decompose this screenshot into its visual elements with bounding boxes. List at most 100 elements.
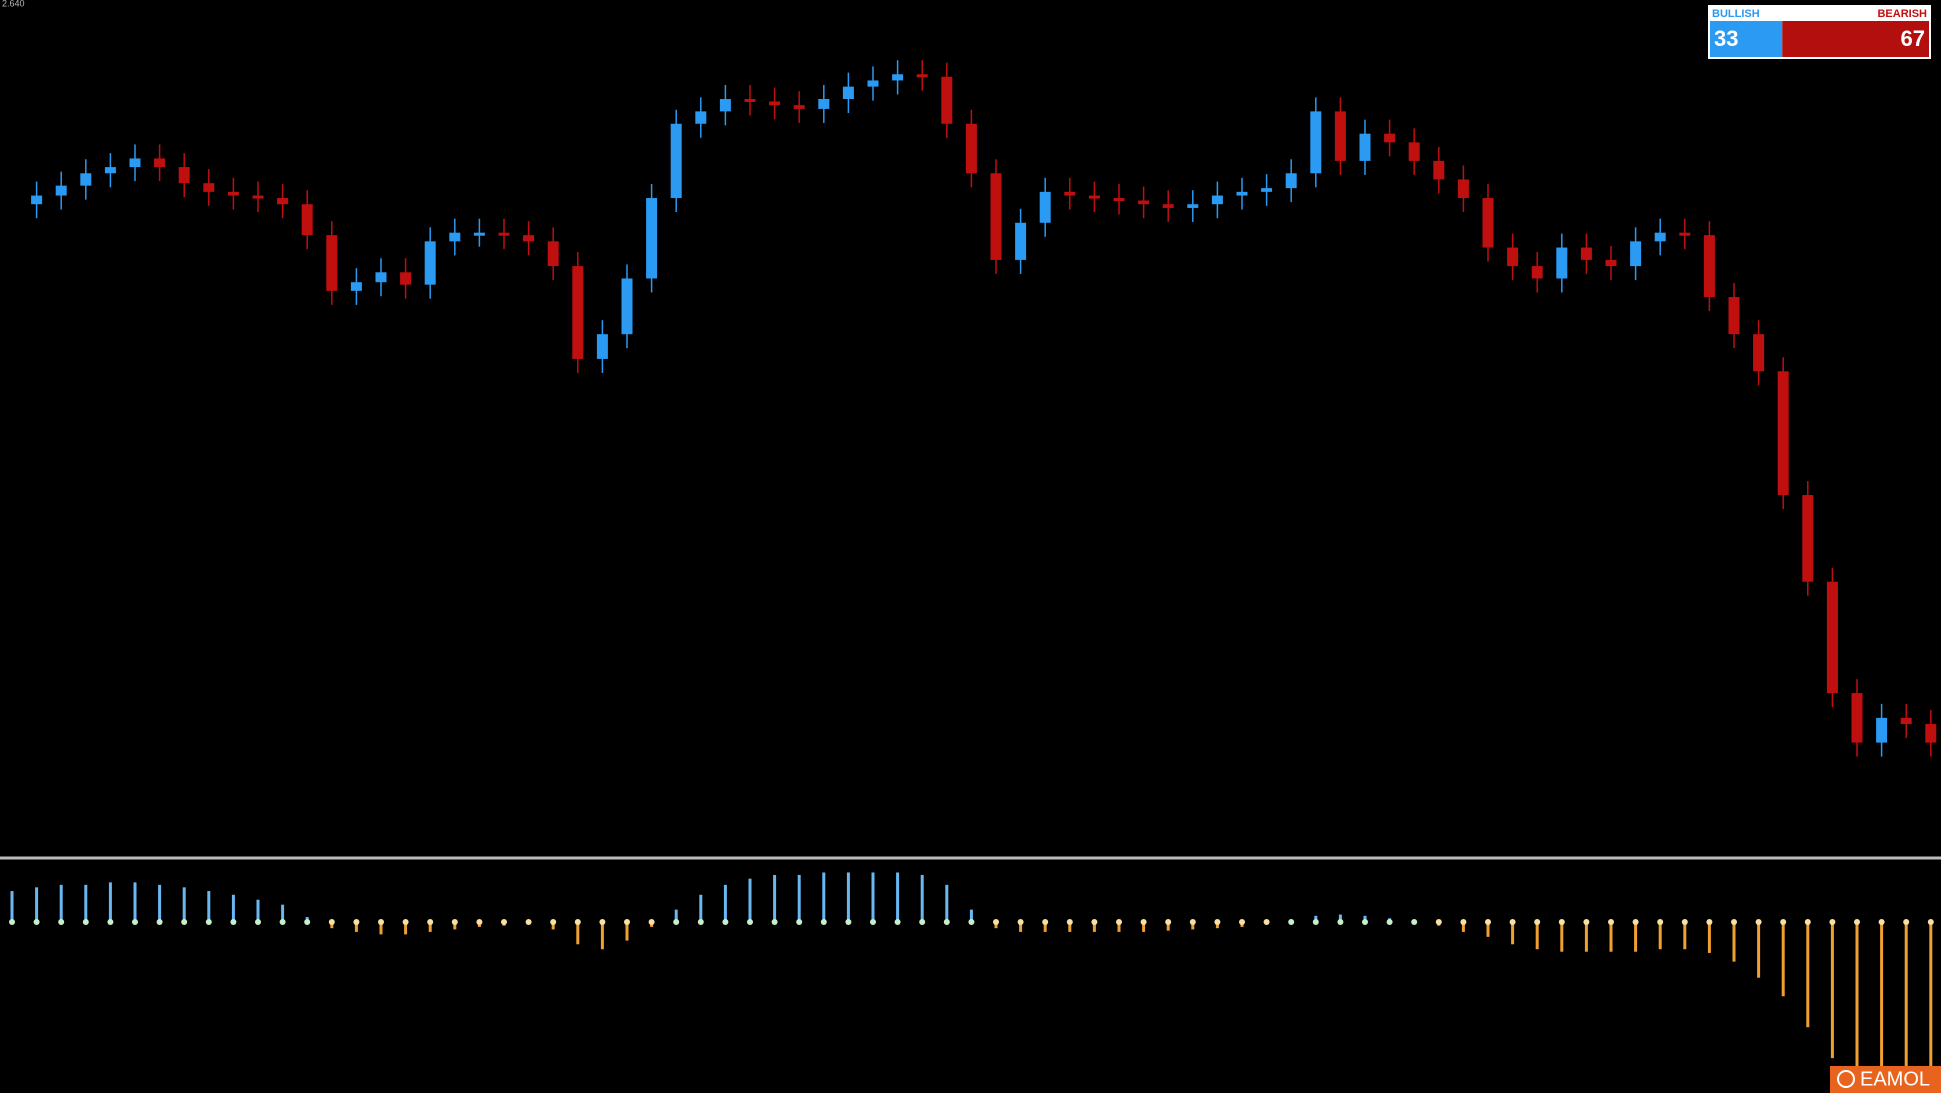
- candle-body: [1162, 204, 1174, 208]
- candle-body: [1039, 191, 1051, 223]
- oscillator-dot: [1165, 919, 1172, 925]
- oscillator-dot: [156, 919, 163, 925]
- candle-body: [400, 272, 412, 285]
- candle-body: [1703, 235, 1715, 298]
- oscillator-dot: [58, 919, 65, 925]
- candle-body: [178, 167, 190, 184]
- oscillator-dot: [1706, 919, 1713, 925]
- candle-body: [621, 278, 633, 335]
- oscillator-dot: [1558, 919, 1565, 925]
- oscillator-dot: [1435, 919, 1442, 925]
- oscillator-dot: [107, 919, 114, 925]
- candle-body: [1826, 581, 1838, 694]
- oscillator-dot: [1829, 919, 1836, 925]
- oscillator-dot: [1362, 919, 1368, 925]
- candle-body: [572, 266, 584, 359]
- candle-body: [277, 198, 289, 205]
- oscillator-dot: [1140, 919, 1147, 925]
- candle-body: [1630, 241, 1642, 267]
- oscillator-dot: [919, 919, 926, 925]
- logo: EAMOL: [1830, 1066, 1941, 1093]
- oscillator-dot: [1189, 919, 1196, 925]
- bullish-value: 33: [1714, 26, 1738, 51]
- candle-body: [1654, 232, 1666, 242]
- logo-text: EAMOL: [1860, 1068, 1930, 1090]
- candle-body: [1359, 133, 1371, 161]
- oscillator-dot: [1657, 919, 1664, 925]
- candle-body: [1802, 495, 1814, 582]
- candle-body: [1384, 133, 1396, 143]
- candle-body: [719, 99, 731, 112]
- bearish-bar: [1782, 21, 1929, 57]
- candle-body: [965, 123, 977, 174]
- candle-body: [1876, 717, 1888, 743]
- candle-body: [203, 183, 215, 192]
- candle-body: [1113, 198, 1125, 202]
- candle-body: [1285, 173, 1297, 189]
- candle-body: [1531, 266, 1543, 279]
- candle-body: [104, 167, 116, 174]
- candle-body: [252, 195, 264, 199]
- oscillator-dot: [525, 919, 532, 925]
- oscillator-dot: [1312, 919, 1319, 925]
- bearish-value: 67: [1901, 26, 1925, 51]
- oscillator-dot: [1288, 919, 1295, 925]
- oscillator-dot: [1239, 919, 1245, 925]
- candle-body: [1457, 179, 1469, 199]
- candle-body: [80, 173, 92, 186]
- oscillator-dot: [205, 919, 212, 925]
- candle-body: [941, 76, 953, 124]
- candle-body: [1556, 247, 1568, 279]
- oscillator-dot: [771, 919, 778, 925]
- candle-body: [1064, 191, 1076, 196]
- oscillator-dot: [1534, 919, 1541, 925]
- oscillator-dot: [1066, 919, 1073, 925]
- oscillator-dot: [33, 919, 40, 925]
- candle-body: [129, 158, 141, 168]
- oscillator-dot: [550, 919, 557, 925]
- oscillator-dot: [1509, 919, 1516, 925]
- candle-body: [1015, 222, 1027, 260]
- oscillator-dot: [845, 919, 852, 925]
- oscillator-dot: [624, 919, 630, 925]
- price-label: 2.640: [2, 0, 25, 8]
- bullish-label: BULLISH: [1712, 8, 1760, 20]
- oscillator-dot: [1583, 919, 1590, 925]
- candle-body: [547, 241, 559, 267]
- oscillator-dot: [796, 919, 803, 925]
- oscillator-dot: [328, 919, 335, 925]
- oscillator-dot: [1632, 919, 1639, 925]
- oscillator-dot: [378, 919, 384, 925]
- oscillator-dot: [1460, 919, 1467, 925]
- oscillator-dot: [1608, 919, 1614, 925]
- candle-body: [916, 74, 928, 78]
- candle-body: [1580, 247, 1592, 260]
- sentiment-gauge: BULLISH BEARISH 33 67: [1708, 5, 1931, 59]
- candle-body: [375, 272, 387, 283]
- oscillator-dot: [1214, 919, 1221, 925]
- oscillator-dot: [1091, 919, 1098, 925]
- candle-body: [473, 232, 485, 236]
- oscillator-dot: [870, 919, 876, 925]
- oscillator-dot: [574, 919, 581, 925]
- candle-body: [227, 191, 239, 196]
- oscillator-dot: [1780, 919, 1787, 925]
- oscillator-dot: [1681, 919, 1688, 925]
- candle-body: [523, 235, 535, 242]
- candle-body: [1605, 259, 1617, 267]
- candle-body: [1851, 693, 1863, 743]
- candle-body: [1334, 111, 1346, 161]
- candle-body: [1728, 297, 1740, 335]
- candle-body: [1433, 160, 1445, 180]
- oscillator-dot: [820, 919, 827, 925]
- oscillator-dot: [1386, 919, 1393, 925]
- candle-body: [1138, 200, 1150, 205]
- candle-body: [842, 86, 854, 100]
- candle-body: [596, 334, 608, 359]
- candle-body: [31, 195, 43, 205]
- oscillator-dot: [1017, 919, 1024, 925]
- candle-body: [424, 241, 436, 285]
- oscillator-dot: [181, 919, 188, 925]
- candle-body: [670, 123, 682, 199]
- candle-body: [1753, 334, 1765, 372]
